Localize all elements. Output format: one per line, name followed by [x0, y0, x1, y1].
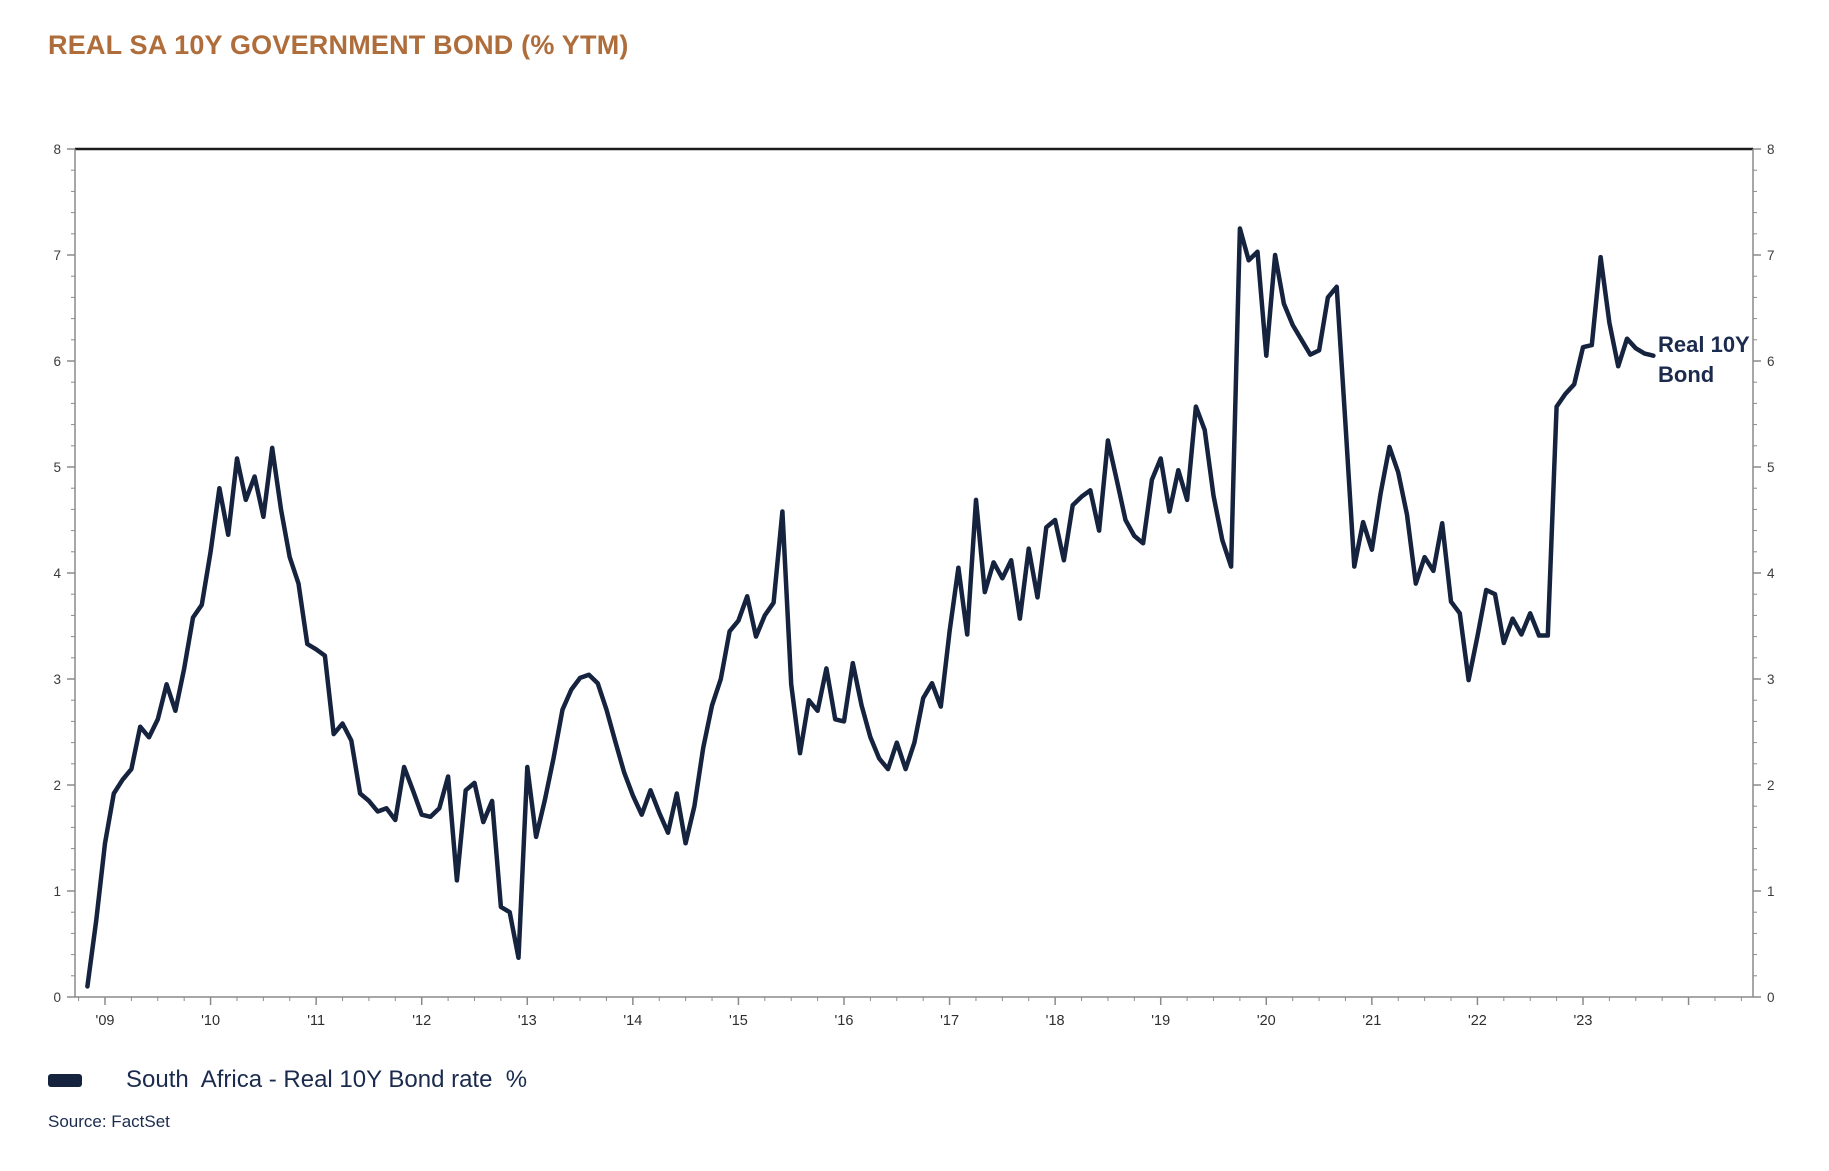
- y-tick-label: 2: [1767, 778, 1775, 793]
- x-tick-label: '19: [1151, 1013, 1170, 1029]
- y-axis-left: 0 1 2 3 4 5 6 7 8: [53, 142, 75, 1005]
- x-tick-label: '23: [1574, 1013, 1593, 1029]
- source-note: Source: FactSet: [48, 1112, 170, 1131]
- x-tick-label: '18: [1046, 1013, 1065, 1029]
- y-tick-label: 2: [53, 778, 61, 793]
- y-tick-label: 6: [1767, 354, 1775, 369]
- y-tick-label: 6: [53, 354, 61, 369]
- y-tick-label: 1: [53, 884, 61, 899]
- x-tick-label: '15: [729, 1013, 748, 1029]
- chart-title: REAL SA 10Y GOVERNMENT BOND (% YTM): [48, 30, 629, 60]
- y-axis-right: 0 1 2 3 4 5 6 7 8: [1753, 142, 1775, 1005]
- y-tick-label: 3: [53, 672, 61, 687]
- x-tick-label: '21: [1362, 1013, 1381, 1029]
- x-tick-label: '12: [412, 1013, 431, 1029]
- y-tick-label: 8: [53, 142, 61, 157]
- x-tick-label: '20: [1257, 1013, 1276, 1029]
- y-tick-label: 7: [1767, 248, 1775, 263]
- x-tick-label: '10: [201, 1013, 220, 1029]
- legend: South Africa - Real 10Y Bond rate %: [48, 1066, 527, 1094]
- y-tick-label: 8: [1767, 142, 1775, 157]
- series-line: [85, 226, 1656, 989]
- y-tick-label: 5: [1767, 460, 1775, 475]
- x-tick-label: '11: [307, 1013, 325, 1029]
- x-tick-label: '17: [940, 1013, 959, 1029]
- y-tick-label: 1: [1767, 884, 1775, 899]
- series-callout-line2: Bond: [1658, 361, 1715, 387]
- x-axis: '09 '10 '11 '12 '13 '14 '15 '16 '17 '18 '19 '20 '21 '…: [78, 997, 1742, 1029]
- y-tick-label: 3: [1767, 672, 1775, 687]
- y-tick-label: 0: [53, 990, 61, 1005]
- x-tick-label: '14: [623, 1013, 642, 1029]
- y-tick-label: 7: [53, 248, 61, 263]
- y-tick-label: 4: [53, 566, 61, 581]
- y-tick-label: 0: [1767, 990, 1775, 1005]
- x-tick-label: '13: [518, 1013, 537, 1029]
- y-tick-label: 4: [1767, 566, 1775, 581]
- x-tick-label: '09: [96, 1013, 115, 1029]
- series-callout-line1: Real 10Y: [1658, 332, 1750, 357]
- x-tick-label: '22: [1468, 1013, 1487, 1029]
- series-callout: Real 10Y Bond: [1658, 330, 1750, 389]
- x-tick-label: '16: [835, 1013, 854, 1029]
- legend-label: South Africa - Real 10Y Bond rate %: [126, 1066, 528, 1093]
- legend-line-swatch: [48, 1073, 82, 1087]
- y-tick-label: 5: [53, 460, 61, 475]
